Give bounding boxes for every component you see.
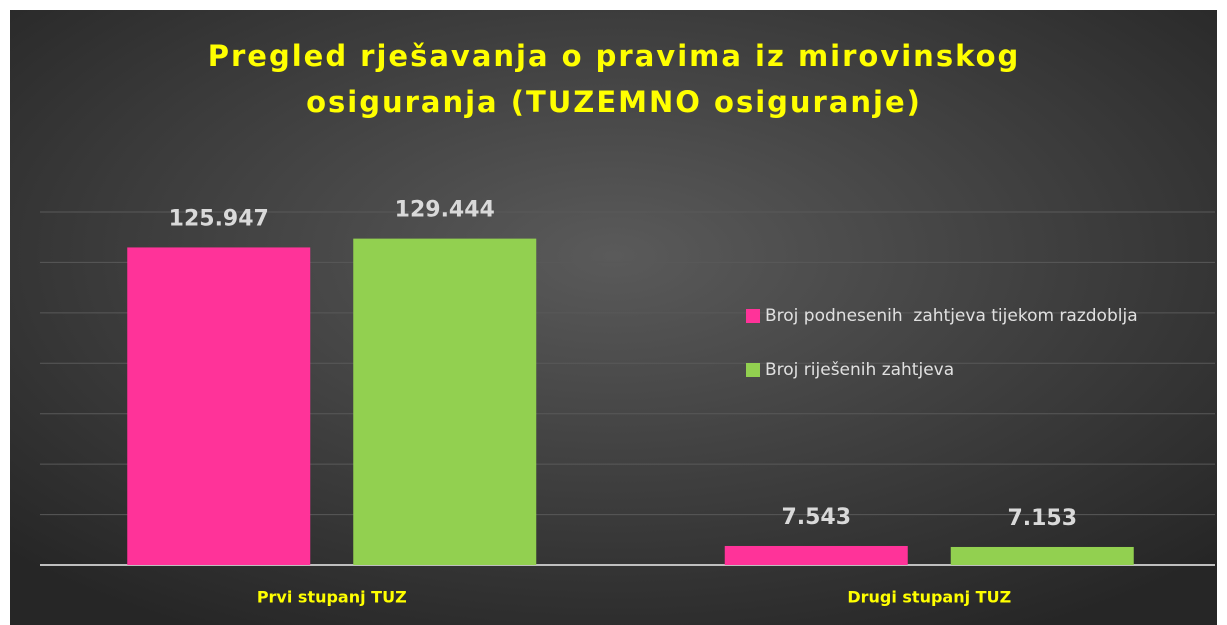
bar <box>950 546 1134 565</box>
bar <box>724 545 908 565</box>
chart-title: Pregled rješavanja o pravima iz mirovins… <box>208 39 1021 73</box>
x-tick-label: Prvi stupanj TUZ <box>257 588 407 607</box>
bar <box>353 238 537 565</box>
legend-label: Broj riješenih zahtjeva <box>765 360 954 380</box>
data-label: 7.543 <box>781 505 851 530</box>
data-label: 129.444 <box>395 198 495 223</box>
legend-swatch <box>746 309 760 323</box>
data-label: 125.947 <box>169 206 269 231</box>
chart-title: osiguranja (TUZEMNO osiguranje) <box>306 85 922 119</box>
legend-label: Broj podnesenih zahtjeva tijekom razdobl… <box>765 306 1138 326</box>
x-tick-label: Drugi stupanj TUZ <box>847 588 1011 607</box>
bar <box>127 247 311 565</box>
legend-swatch <box>746 363 760 377</box>
data-label: 7.153 <box>1007 506 1077 531</box>
